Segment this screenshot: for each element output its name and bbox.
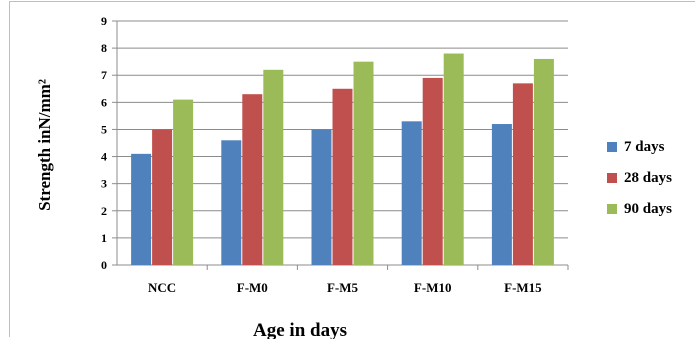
bar-90-days-NCC: [173, 99, 194, 265]
bar-7-days-F-M15: [491, 124, 512, 266]
bar-28-days-F-M10: [422, 77, 443, 265]
bar-7-days-NCC: [131, 153, 152, 265]
bar-7-days-F-M0: [221, 140, 242, 265]
chart-frame: [9, 1, 695, 337]
bar-28-days-NCC: [152, 129, 173, 265]
x-axis-title: Age in days: [253, 320, 347, 339]
bar-7-days-F-M10: [401, 121, 422, 265]
y-tick-label: 3: [101, 177, 107, 191]
x-category-label: F-M0: [237, 280, 268, 295]
y-axis-title: Strength inN/mm²: [35, 79, 54, 211]
legend: 7 days 28 days 90 days: [607, 139, 672, 217]
bar-90-days-F-M10: [443, 53, 464, 266]
legend-label: 90 days: [624, 201, 672, 217]
y-tick-label: 1: [101, 231, 107, 245]
y-tick-label: 4: [101, 150, 107, 164]
bars: [131, 53, 554, 266]
bar-28-days-F-M0: [242, 94, 263, 265]
x-category-label: F-M5: [327, 280, 359, 295]
y-tick-label: 9: [101, 14, 107, 28]
y-tick-label: 5: [101, 122, 107, 136]
legend-swatch: [607, 204, 617, 214]
y-tick-label: 8: [101, 41, 107, 55]
y-tick-label: 6: [101, 95, 107, 109]
legend-label: 28 days: [624, 170, 672, 186]
legend-swatch: [607, 142, 617, 152]
y-tick-label: 0: [101, 258, 107, 272]
y-tick-label: 7: [101, 68, 107, 82]
bar-90-days-F-M15: [533, 58, 554, 266]
x-category-label: F-M10: [414, 280, 452, 295]
legend-swatch: [607, 173, 617, 183]
x-category-label: F-M15: [504, 280, 542, 295]
x-category-labels: NCC F-M0 F-M5 F-M10 F-M15: [148, 280, 542, 295]
x-category-label: NCC: [148, 280, 176, 295]
bar-28-days-F-M15: [512, 83, 533, 265]
bar-90-days-F-M5: [353, 61, 374, 265]
bar-28-days-F-M5: [332, 88, 353, 266]
y-tick-labels: 0 1 2 3 4 5 6 7 8 9: [101, 14, 107, 272]
bar-90-days-F-M0: [263, 69, 284, 265]
bar-7-days-F-M5: [311, 129, 332, 265]
y-tick-label: 2: [101, 204, 107, 218]
legend-label: 7 days: [624, 139, 665, 155]
